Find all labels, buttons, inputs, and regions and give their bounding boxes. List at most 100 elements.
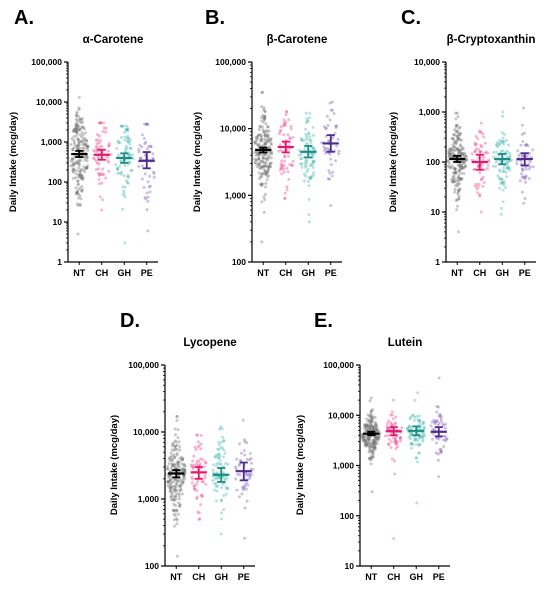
- data-point: [453, 167, 457, 171]
- data-point: [142, 122, 146, 126]
- data-point: [373, 439, 377, 443]
- data-point: [266, 157, 270, 161]
- data-point: [261, 164, 265, 168]
- data-point: [308, 135, 312, 139]
- data-point: [126, 140, 130, 144]
- data-point: [97, 173, 101, 177]
- data-point: [254, 139, 258, 143]
- data-point: [170, 457, 174, 461]
- data-point: [453, 145, 457, 149]
- data-point: [311, 165, 315, 169]
- data-point: [371, 450, 375, 454]
- data-point: [440, 449, 444, 453]
- data-point: [123, 164, 127, 168]
- data-point: [433, 420, 437, 424]
- data-point: [304, 158, 308, 162]
- data-point: [394, 440, 398, 444]
- data-point: [324, 146, 328, 150]
- data-point: [367, 438, 371, 442]
- data-point: [336, 137, 340, 141]
- data-point: [262, 130, 266, 134]
- data-point: [525, 142, 529, 146]
- data-point: [176, 461, 180, 465]
- data-point: [125, 127, 129, 131]
- data-point: [104, 126, 108, 130]
- data-point: [179, 483, 183, 487]
- data-point: [263, 115, 267, 119]
- data-point: [456, 184, 460, 188]
- data-point: [374, 440, 378, 444]
- data-point: [181, 480, 185, 484]
- data-point: [183, 464, 187, 468]
- data-point: [502, 180, 506, 184]
- data-point: [324, 151, 328, 155]
- data-point: [75, 119, 79, 123]
- data-point: [312, 133, 316, 137]
- data-point: [265, 171, 269, 175]
- data-point: [521, 154, 525, 158]
- data-point: [75, 160, 79, 164]
- data-point: [262, 164, 266, 168]
- data-point: [128, 137, 132, 141]
- data-point: [177, 505, 181, 509]
- data-point: [400, 426, 404, 430]
- data-point: [93, 149, 97, 153]
- data-point: [447, 155, 451, 159]
- data-point: [453, 149, 457, 153]
- data-point: [82, 137, 86, 141]
- data-point: [195, 482, 199, 486]
- data-point: [451, 175, 455, 179]
- data-point: [370, 453, 374, 457]
- data-point: [499, 182, 503, 186]
- data-point: [456, 151, 460, 155]
- data-point: [502, 166, 506, 170]
- data-point: [263, 134, 267, 138]
- data-point: [261, 90, 265, 94]
- data-point: [369, 455, 373, 459]
- data-point: [124, 128, 128, 132]
- data-point: [98, 195, 102, 199]
- data-point: [151, 170, 155, 174]
- data-point: [456, 189, 460, 193]
- data-point: [457, 182, 461, 186]
- data-point: [458, 187, 462, 191]
- data-point: [78, 117, 82, 121]
- data-point: [200, 493, 204, 497]
- data-point: [361, 434, 365, 438]
- data-point: [137, 164, 141, 168]
- data-point: [167, 461, 171, 465]
- data-point: [145, 122, 149, 126]
- data-point: [77, 166, 81, 170]
- data-point: [80, 176, 84, 180]
- data-point: [463, 164, 467, 168]
- data-point: [178, 448, 182, 452]
- data-point: [487, 158, 491, 162]
- data-point: [183, 464, 187, 468]
- data-point: [439, 417, 443, 421]
- data-point: [269, 156, 273, 160]
- panel-d-y-title: Daily Intake (mcg/day): [109, 415, 120, 515]
- data-point: [289, 124, 293, 128]
- data-point: [169, 485, 173, 489]
- data-point: [367, 442, 371, 446]
- data-point: [417, 451, 421, 455]
- data-point: [119, 172, 123, 176]
- data-point: [495, 144, 499, 148]
- data-point: [76, 179, 80, 183]
- data-point: [337, 149, 341, 153]
- data-point: [168, 478, 172, 482]
- data-point: [126, 181, 130, 185]
- data-point: [460, 145, 464, 149]
- data-point: [282, 163, 286, 167]
- data-point: [241, 486, 245, 490]
- data-point: [435, 436, 439, 440]
- data-point: [449, 147, 453, 151]
- data-point: [307, 131, 311, 135]
- data-point: [260, 133, 264, 137]
- data-point: [418, 422, 422, 426]
- data-point: [101, 130, 105, 134]
- data-point: [393, 437, 397, 441]
- data-point: [146, 180, 150, 184]
- data-point: [98, 121, 102, 125]
- data-point: [365, 423, 369, 427]
